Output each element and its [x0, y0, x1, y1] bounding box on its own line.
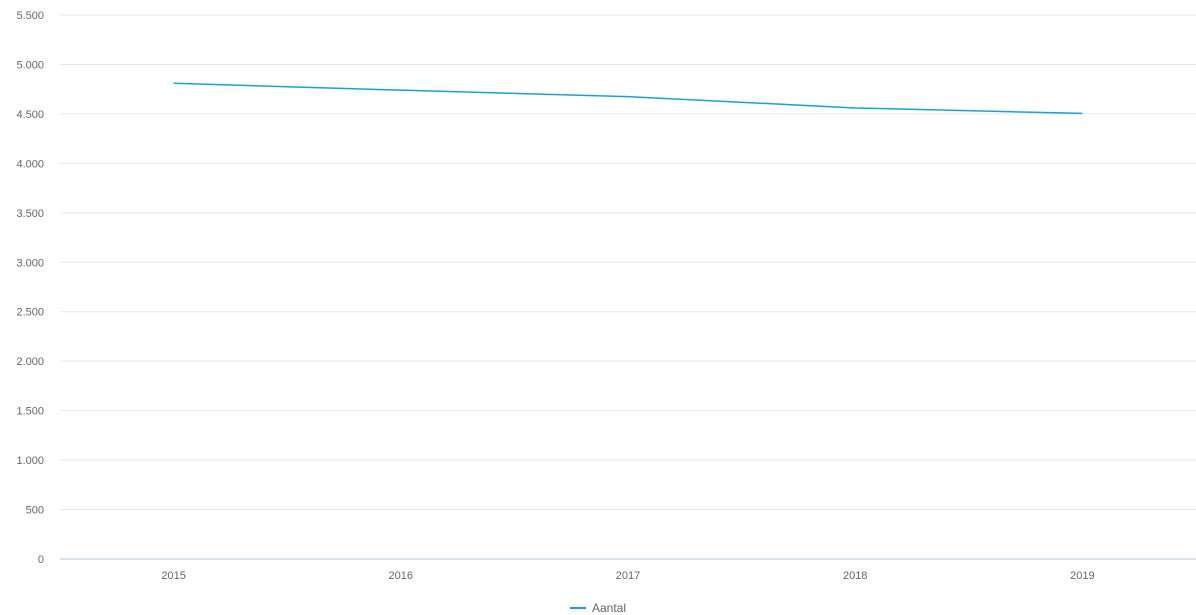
- y-axis-ticks: 0 500 1.000 1.500 2.000 2.500 3.000 3.500 4.000 4…: [16, 10, 44, 566]
- gridlines: [60, 14, 1196, 560]
- data-point[interactable]: [852, 105, 858, 111]
- y-tick-label: 0: [38, 554, 44, 566]
- data-point[interactable]: [171, 80, 177, 86]
- x-axis-ticks: 2015 2016 2017 2018 2019: [161, 570, 1094, 582]
- y-tick-label: 1.500: [16, 406, 44, 418]
- x-tick-label: 2016: [389, 570, 413, 582]
- data-point[interactable]: [1079, 110, 1085, 116]
- data-point[interactable]: [398, 87, 404, 93]
- y-tick-label: 5.000: [16, 59, 44, 71]
- y-tick-label: 500: [26, 505, 44, 517]
- legend-label: Aantal: [591, 601, 627, 615]
- y-tick-label: 5.500: [16, 10, 44, 22]
- x-tick-label: 2019: [1070, 570, 1094, 582]
- y-tick-label: 3.500: [16, 208, 44, 220]
- y-tick-label: 4.000: [16, 158, 44, 170]
- series-layer: [171, 80, 1085, 116]
- y-tick-label: 4.500: [16, 109, 44, 121]
- line-chart: 0 500 1.000 1.500 2.000 2.500 3.000 3.500 4.000 4…: [16, 10, 1196, 582]
- y-tick-label: 2.500: [16, 307, 44, 319]
- x-tick-label: 2015: [161, 570, 185, 582]
- y-tick-label: 1.000: [16, 455, 44, 467]
- data-point[interactable]: [625, 94, 631, 100]
- legend-item-aantal[interactable]: Aantal: [569, 601, 627, 615]
- x-tick-label: 2017: [616, 570, 640, 582]
- legend: Aantal: [0, 598, 1196, 615]
- y-tick-label: 3.000: [16, 257, 44, 269]
- series-line-aantal[interactable]: [173, 82, 1083, 115]
- x-tick-label: 2018: [843, 570, 867, 582]
- y-tick-label: 2.000: [16, 356, 44, 368]
- legend-swatch: [569, 607, 586, 609]
